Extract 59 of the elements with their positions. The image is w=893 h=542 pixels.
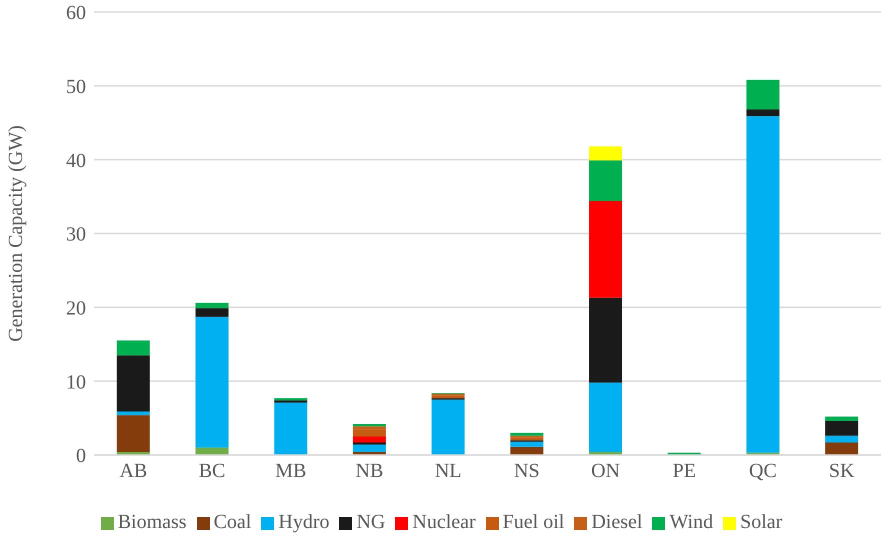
- y-tick-label: 10: [66, 371, 86, 394]
- bar: [825, 436, 858, 442]
- bar: [432, 396, 465, 398]
- y-tick-label: 40: [66, 150, 86, 172]
- legend-label: Biomass: [118, 511, 187, 533]
- x-tick-label: NS: [514, 460, 540, 482]
- bar: [116, 411, 150, 416]
- bar: [746, 116, 780, 453]
- bar: [274, 402, 308, 455]
- bar: [510, 442, 544, 447]
- bar: [432, 400, 465, 455]
- x-tick-label: SK: [828, 460, 855, 482]
- bar: [746, 109, 780, 116]
- x-tick-label: PE: [672, 460, 696, 482]
- y-tick-label: 0: [76, 445, 86, 468]
- bar: [510, 432, 544, 436]
- x-tick-label: AB: [119, 460, 148, 482]
- y-tick-label: 20: [66, 297, 86, 320]
- y-tick-label: 50: [66, 76, 86, 98]
- bar: [589, 146, 622, 160]
- bar: [196, 302, 229, 308]
- legend-label: Solar: [740, 511, 782, 533]
- bar: [352, 429, 386, 437]
- bar: [746, 80, 780, 110]
- bar: [352, 424, 386, 426]
- y-axis-title: Generation Capacity (GW): [5, 125, 28, 342]
- bar: [825, 442, 858, 455]
- bar: [825, 416, 858, 422]
- legend-label: Coal: [214, 511, 252, 533]
- legend-label: Hydro: [278, 511, 330, 533]
- bar: [589, 298, 622, 383]
- bar: [116, 340, 150, 356]
- bar: [589, 160, 622, 202]
- x-tick-label: ON: [591, 460, 620, 482]
- bar: [589, 201, 622, 298]
- bar: [116, 355, 150, 412]
- bar: [274, 400, 308, 403]
- legend-label: NG: [356, 511, 386, 533]
- legend-label: Fuel oil: [502, 511, 564, 533]
- bar: [510, 446, 544, 455]
- x-tick-label: NL: [434, 460, 462, 482]
- bar: [116, 415, 150, 452]
- x-tick-label: MB: [275, 460, 306, 482]
- legend-label: Nuclear: [412, 511, 476, 533]
- legend-label: Diesel: [591, 511, 642, 533]
- x-tick-label: BC: [198, 460, 226, 482]
- x-tick-label: NB: [356, 460, 384, 482]
- bar: [196, 308, 229, 317]
- legend-label: Wind: [669, 511, 714, 533]
- bar: [352, 436, 386, 442]
- bar: [352, 444, 386, 452]
- y-tick-label: 30: [66, 224, 86, 246]
- bar: [589, 382, 622, 452]
- x-tick-label: QC: [749, 460, 777, 482]
- y-tick-label: 60: [66, 2, 86, 24]
- bar: [825, 421, 858, 436]
- bar: [352, 442, 386, 445]
- bar: [196, 448, 229, 455]
- bar: [196, 316, 229, 448]
